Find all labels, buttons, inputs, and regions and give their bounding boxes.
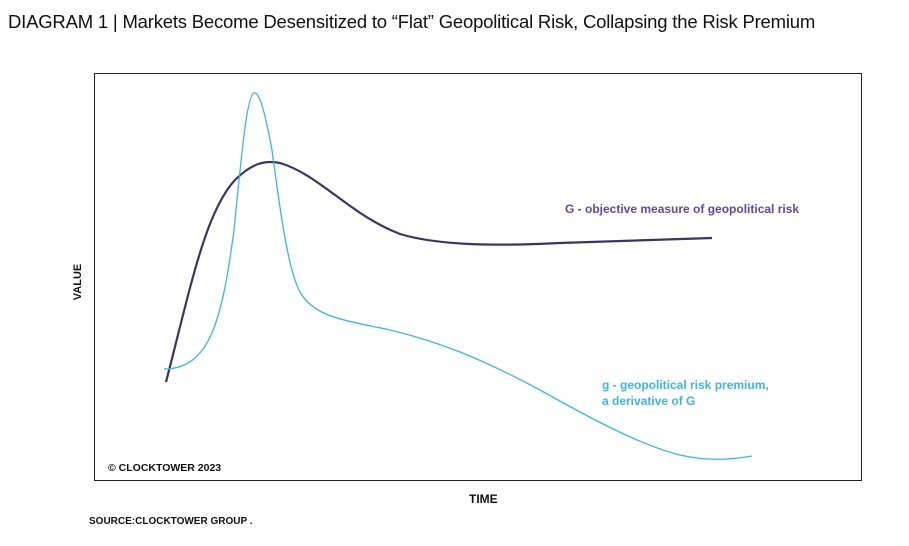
chart-title: DIAGRAM 1 | Markets Become Desensitized … bbox=[8, 11, 816, 32]
y-axis-label: VALUE bbox=[72, 263, 85, 301]
series-line-g bbox=[163, 92, 753, 460]
source-note: SOURCE:CLOCKTOWER GROUP . bbox=[89, 516, 253, 527]
series-label-g-line2: a derivative of G bbox=[602, 394, 696, 408]
series-label-g-line1: g - geopolitical risk premium, bbox=[602, 378, 769, 392]
series-line-G bbox=[164, 160, 713, 383]
series-label-g: g - geopolitical risk premium, a derivat… bbox=[602, 377, 769, 409]
x-axis-label: TIME bbox=[469, 492, 498, 506]
copyright-notice: © CLOCKTOWER 2023 bbox=[108, 462, 222, 474]
plot-area bbox=[94, 73, 862, 481]
series-label-G: G - objective measure of geopolitical ri… bbox=[565, 202, 800, 216]
